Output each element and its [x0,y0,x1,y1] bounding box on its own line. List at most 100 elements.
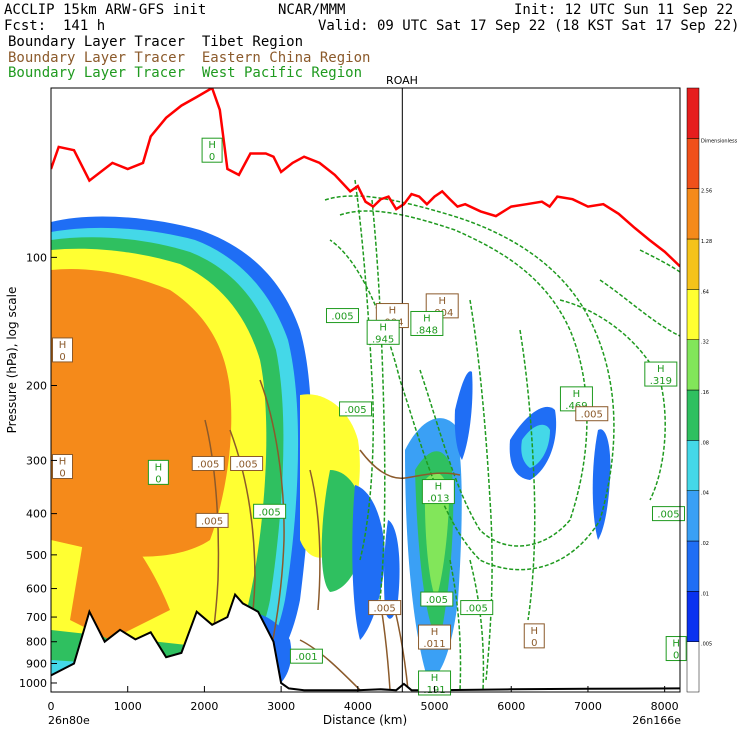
label-box [665,636,687,662]
max-label-5: .005 [230,455,264,471]
colorbar-label: .16 [701,390,709,396]
label-value: 0 [155,474,161,485]
colorbar-segment [686,289,700,340]
max-label-22: H.011 [418,624,452,650]
tracer-region-8 [352,485,385,640]
y-tick-label: 200 [26,379,47,392]
tracer-fill-layer [51,216,611,692]
label-high-marker: H [431,673,439,684]
tibet-tracer-line [51,88,680,268]
label-value: .005 [235,459,257,470]
colorbar-label: 2.56 [701,189,712,195]
pacific-contour-3 [371,199,386,601]
y-tick-label: 300 [26,454,47,467]
tracer-region-4 [51,268,232,557]
label-box [289,648,323,664]
forecast-hour: Fcst: 141 h [4,18,106,34]
label-high-marker: H [155,462,163,473]
colorbar-segment [686,440,700,491]
pacific-contour-5 [519,329,536,621]
colorbar-segment [686,540,700,592]
label-box [230,455,264,471]
label-box [52,337,74,363]
valid-time: Valid: 09 UTC Sat 17 Sep 22 (18 KST Sat … [318,18,740,34]
label-box [368,600,402,616]
y-tick-label: 1000 [19,677,47,690]
label-box [195,512,229,528]
label-high-marker: H [672,639,680,650]
label-value: .005 [657,510,679,521]
colorbar-segment [686,339,700,391]
label-box [651,506,685,522]
x-tick-label: 5000 [421,700,449,713]
tracer-region-16 [592,429,611,540]
x-end-label: 26n166e [632,714,681,727]
tracer-region-5 [70,500,170,640]
china-contour-6 [394,609,409,691]
label-high-marker: H [208,140,216,151]
max-label-6: .005 [253,503,287,519]
colorbar-label: 1.28 [701,239,712,245]
label-value: 0 [59,352,65,363]
label-box [52,453,74,479]
max-label-12: H.848 [410,310,444,336]
label-value: 0 [209,152,215,163]
max-label-24: H0 [665,636,687,662]
line-layer [51,88,680,692]
max-label-4: .005 [191,455,225,471]
colorbar: .005 .01 .02 .04 .08 .16 .32 .64 1.28 2.56 Dimensi… [686,87,738,693]
colorbar-label: .64 [701,289,709,295]
max-label-18: .005 [651,506,685,522]
china-contour-3 [309,469,321,611]
label-value: .005 [466,604,488,615]
max-label-13: .005 [339,401,373,417]
x-tick-label: 0 [48,700,55,713]
max-label-17: H.013 [421,479,455,505]
tracer-region-12 [454,371,473,460]
label-value: .319 [650,376,672,387]
y-tick-label: 900 [26,658,47,671]
label-value: .005 [331,312,353,323]
pacific-contour-7 [559,299,666,501]
label-box [460,600,494,616]
max-label-3: H0 [147,459,169,485]
max-label-11: H.945 [366,319,400,345]
y-axis-label: Pressure (hPa), log scale [5,287,19,434]
legend-pacific: Boundary Layer Tracer West Pacific Regio… [8,65,363,81]
china-contour-7 [299,639,361,691]
colorbar-label: .02 [701,541,709,547]
max-label-23: H0 [523,623,545,649]
x-tick-label: 7000 [574,700,602,713]
label-high-marker: H [431,627,439,638]
label-box [410,310,444,336]
label-value: .005 [426,595,448,606]
institution-label: NCAR/MMM [278,2,346,18]
tracer-region-15 [521,424,550,468]
colorbar-segment [686,490,700,542]
label-box [191,455,225,471]
max-label-8: .005 [325,308,359,324]
colorbar-segment [686,591,700,642]
tracer-region-11 [424,472,449,600]
colorbar-label: .04 [701,491,709,497]
max-label-21: .005 [460,600,494,616]
x-axis-label: Distance (km) [323,713,407,727]
label-high-marker: H [59,340,67,351]
label-high-marker: H [573,389,581,400]
label-high-marker: H [435,482,443,493]
legend-china: Boundary Layer Tracer Eastern China Regi… [8,50,371,66]
colorbar-segment [686,238,700,290]
colorbar-segment [686,389,700,441]
max-label-1: H0 [52,337,74,363]
colorbar-label: .01 [701,591,709,597]
label-value: .005 [374,604,396,615]
terrain-line [51,592,680,692]
label-value: .011 [423,639,445,650]
y-tick-label: 100 [26,251,47,264]
label-value: .005 [344,405,366,416]
label-box [418,624,452,650]
label-high-marker: H [59,456,67,467]
label-box [366,319,400,345]
colorbar-label: .08 [701,440,709,446]
